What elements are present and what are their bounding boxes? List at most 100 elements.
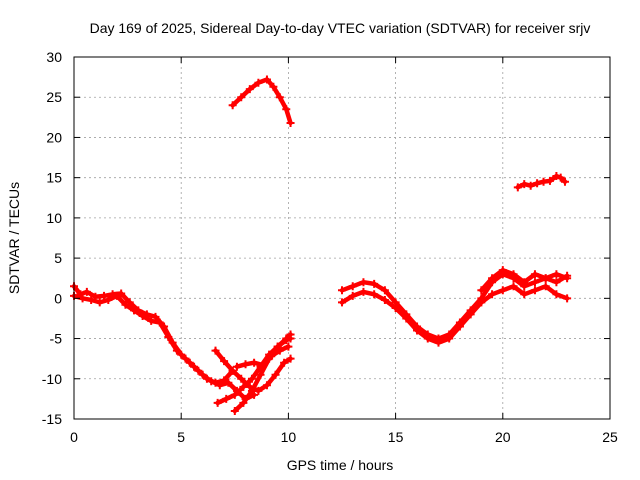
data-point — [530, 278, 539, 287]
series-points-1 — [70, 282, 237, 387]
data-point — [112, 291, 121, 300]
data-point — [513, 183, 522, 192]
x-tick-label: 15 — [388, 429, 404, 445]
data-point — [530, 270, 539, 279]
data-point — [241, 360, 250, 369]
data-point — [211, 346, 220, 355]
series-points-5 — [230, 334, 295, 415]
data-point — [348, 282, 357, 291]
data-point — [545, 176, 554, 185]
data-point — [498, 286, 507, 295]
y-tick-label: -15 — [42, 411, 62, 427]
series-points-6 — [232, 342, 293, 371]
data-point — [286, 118, 295, 127]
data-point — [520, 278, 529, 287]
data-point — [181, 354, 190, 363]
y-tick-label: 10 — [46, 210, 62, 226]
data-point — [155, 318, 164, 327]
data-point — [359, 278, 368, 287]
x-tick-label: 10 — [281, 429, 297, 445]
series-points-9 — [338, 282, 572, 347]
data-point — [286, 334, 295, 343]
data-point — [541, 274, 550, 283]
data-point — [498, 266, 507, 275]
y-tick-label: 15 — [46, 170, 62, 186]
grid — [74, 57, 610, 419]
data-point — [228, 366, 237, 375]
axis-ticks — [73, 56, 611, 420]
data-point — [254, 78, 263, 87]
series-line-5 — [232, 336, 293, 414]
y-tick-label: 30 — [46, 49, 62, 65]
data-point — [250, 358, 259, 367]
data-point — [207, 377, 216, 386]
data-point — [552, 172, 561, 181]
data-point — [280, 358, 289, 367]
series-line-9 — [339, 284, 570, 345]
data-point — [213, 398, 222, 407]
data-point — [520, 290, 529, 299]
data-point — [230, 406, 239, 415]
data-point — [130, 306, 139, 315]
data-point — [198, 370, 207, 379]
data-point — [228, 101, 237, 110]
data-point — [230, 390, 239, 399]
data-point — [215, 381, 224, 390]
data-point — [273, 342, 282, 351]
data-point — [262, 75, 271, 84]
data-point — [267, 352, 276, 361]
data-point — [509, 282, 518, 291]
data-point — [100, 291, 109, 300]
series-points-11 — [513, 172, 569, 192]
data-point — [477, 298, 486, 307]
data-point — [434, 338, 443, 347]
x-axis-label: GPS time / hours — [287, 457, 394, 473]
series-line-2 — [71, 293, 257, 402]
series-points-3 — [211, 346, 295, 395]
data-point — [488, 290, 497, 299]
data-point — [82, 287, 91, 296]
data-point — [445, 334, 454, 343]
data-point — [563, 271, 572, 280]
data-point — [530, 286, 539, 295]
data-point — [533, 179, 542, 188]
data-point — [370, 279, 379, 288]
data-point — [526, 181, 535, 190]
data-point — [121, 300, 130, 309]
data-point — [338, 286, 346, 295]
data-point — [138, 312, 147, 321]
data-point — [247, 374, 256, 383]
data-point — [269, 82, 278, 91]
y-tick-label: -5 — [50, 331, 63, 347]
data-point — [282, 336, 291, 345]
data-point — [380, 286, 389, 295]
data-point — [224, 378, 233, 387]
data-point — [552, 270, 561, 279]
data-point — [359, 287, 368, 296]
data-point — [95, 298, 104, 307]
data-point — [520, 180, 529, 189]
data-point — [348, 291, 357, 300]
data-point — [509, 270, 518, 279]
data-point — [104, 295, 113, 304]
data-point — [556, 173, 565, 182]
data-point — [370, 290, 379, 299]
data-point — [455, 322, 464, 331]
y-tick-labels: -15 -10 -5 0 5 10 15 20 25 30 — [42, 49, 62, 427]
data-point — [117, 289, 126, 298]
data-point — [147, 316, 156, 325]
data-point — [222, 394, 231, 403]
data-point — [258, 361, 267, 370]
y-tick-label: -10 — [42, 371, 62, 387]
y-tick-label: 0 — [54, 290, 62, 306]
y-tick-label: 5 — [54, 250, 62, 266]
y-axis-label: SDTVAR / TECUs — [6, 182, 22, 294]
data-point — [239, 398, 248, 407]
x-tick-labels: 0 5 10 15 20 25 — [70, 429, 618, 445]
data-point — [87, 295, 96, 304]
x-tick-label: 5 — [177, 429, 185, 445]
data-point — [282, 105, 291, 114]
data-point — [286, 354, 295, 363]
data-series — [70, 75, 572, 415]
